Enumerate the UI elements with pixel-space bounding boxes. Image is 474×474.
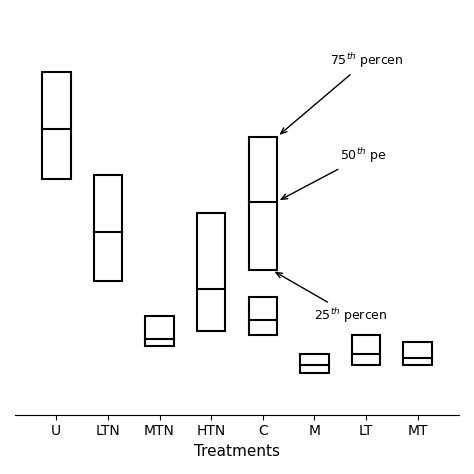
Bar: [94, 175, 122, 282]
X-axis label: Treatments: Treatments: [194, 444, 280, 459]
Bar: [197, 213, 225, 331]
Bar: [42, 72, 71, 179]
Text: 50$^{th}$ pe: 50$^{th}$ pe: [281, 146, 387, 200]
Bar: [146, 316, 174, 346]
Bar: [300, 354, 328, 373]
Bar: [403, 342, 432, 365]
Text: 75$^{th}$ percen: 75$^{th}$ percen: [281, 51, 403, 134]
Bar: [352, 335, 380, 365]
Bar: [249, 297, 277, 335]
Bar: [249, 137, 277, 270]
Text: 25$^{th}$ percen: 25$^{th}$ percen: [276, 273, 388, 325]
